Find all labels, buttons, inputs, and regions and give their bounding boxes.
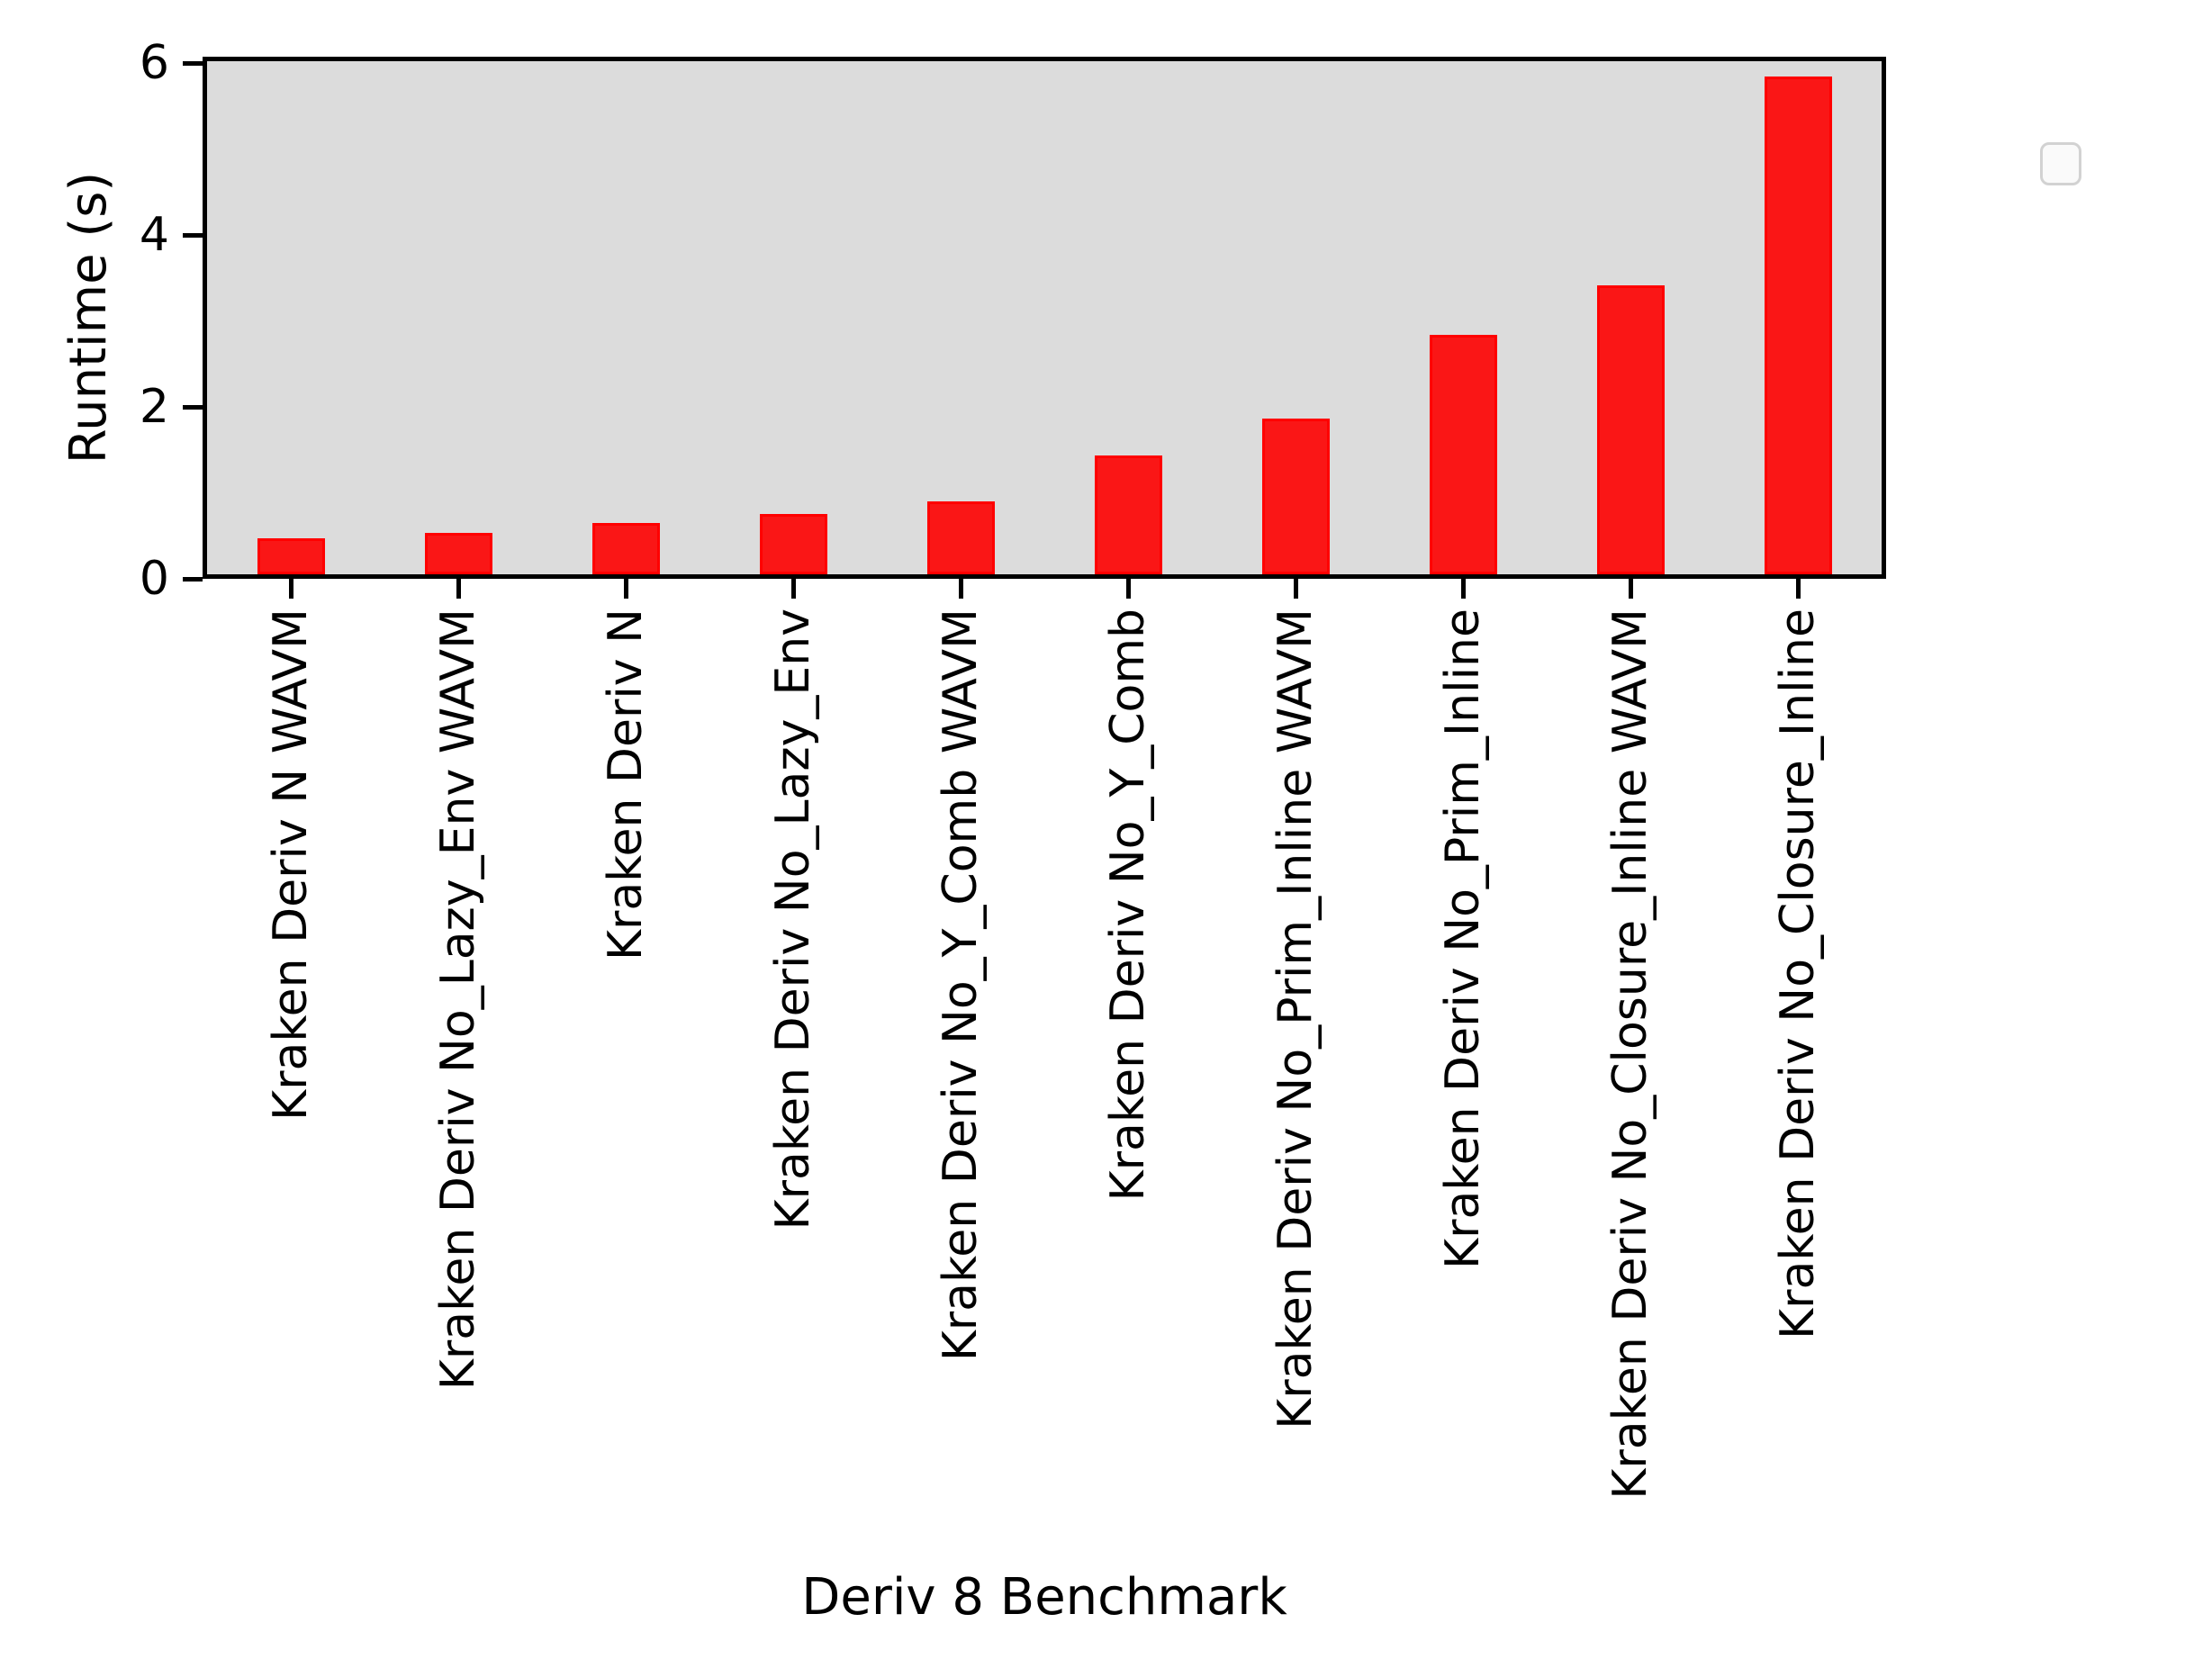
x-tick-label: Kraken Deriv No_Prim_Inline	[1436, 609, 1490, 1270]
y-tick-mark	[183, 232, 203, 238]
x-tick-mark	[623, 579, 628, 599]
y-tick-label: 6	[139, 36, 169, 90]
x-tick-mark	[1795, 579, 1801, 599]
x-tick-mark	[1460, 579, 1466, 599]
bar	[424, 533, 492, 574]
x-tick-label: Kraken Deriv No_Prim_Inline WAVM	[1269, 609, 1323, 1429]
x-tick-mark	[1293, 579, 1298, 599]
x-tick-mark	[1125, 579, 1131, 599]
y-tick-mark	[183, 404, 203, 410]
y-axis-label: Runtime (s)	[59, 171, 118, 464]
bar	[591, 523, 660, 574]
y-tick-label: 0	[139, 552, 169, 606]
x-axis-label: Deriv 8 Benchmark	[801, 1568, 1287, 1627]
x-tick-label: Kraken Deriv N	[599, 609, 653, 961]
x-tick-label: Kraken Deriv No_Y_Comb WAVM	[934, 609, 988, 1362]
x-tick-mark	[790, 579, 796, 599]
x-tick-mark	[456, 579, 461, 599]
x-tick-label: Kraken Deriv No_Lazy_Env WAVM	[431, 609, 485, 1391]
x-tick-label: Kraken Deriv No_Closure_Inline	[1771, 609, 1825, 1339]
bar	[926, 501, 995, 574]
y-tick-mark	[183, 576, 203, 582]
bar	[759, 514, 827, 574]
bar	[257, 538, 325, 574]
y-tick-label: 2	[139, 380, 169, 434]
x-tick-mark	[288, 579, 293, 599]
plot-area	[203, 57, 2081, 579]
bar	[1596, 285, 1665, 574]
y-tick-mark	[183, 60, 203, 66]
x-tick-label: Kraken Deriv No_Closure_Inline WAVM	[1603, 609, 1657, 1500]
bar	[1764, 77, 1832, 574]
legend-box	[2040, 142, 2081, 185]
bar	[1094, 455, 1162, 574]
bar	[1261, 419, 1330, 574]
y-tick-label: 4	[139, 208, 169, 262]
x-tick-label: Kraken Deriv No_Y_Comb	[1101, 609, 1155, 1202]
x-tick-label: Kraken Deriv N WAVM	[264, 609, 318, 1121]
x-tick-mark	[958, 579, 963, 599]
bar	[1429, 335, 1497, 574]
x-tick-label: Kraken Deriv No_Lazy_Env	[766, 609, 820, 1231]
x-tick-mark	[1628, 579, 1633, 599]
